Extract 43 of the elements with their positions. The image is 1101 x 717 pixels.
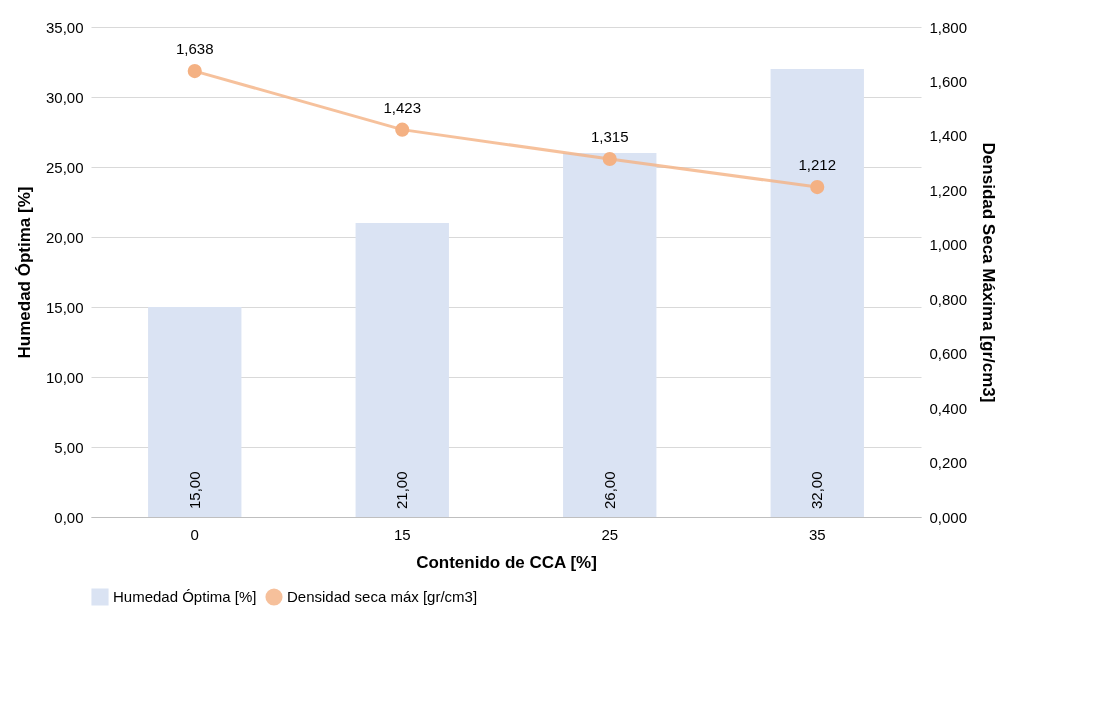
legend-label: Humedad Óptima [%] xyxy=(113,588,257,605)
y-tick-label: 0,00 xyxy=(54,508,84,526)
x-tick-label: 25 xyxy=(601,525,619,543)
data-label: 1,315 xyxy=(590,128,629,146)
y2-tick-label: 0,200 xyxy=(929,454,968,472)
y-tick-label: 10,00 xyxy=(45,368,84,386)
data-label: 1,638 xyxy=(175,40,214,58)
data-label: 32,00 xyxy=(808,471,826,509)
y2-tick-label: 1,800 xyxy=(929,18,968,36)
x-tick-label: 15 xyxy=(393,525,411,543)
y2-tick-label: 1,200 xyxy=(929,181,968,199)
bar xyxy=(563,153,657,517)
data-label: 1,423 xyxy=(383,98,422,116)
y-tick-label: 15,00 xyxy=(45,298,84,316)
y-tick-label: 35,00 xyxy=(45,18,84,36)
point xyxy=(395,122,410,137)
data-label: 21,00 xyxy=(393,471,411,509)
y-tick-label: 30,00 xyxy=(45,88,84,106)
y2-tick-label: 0,600 xyxy=(929,345,968,363)
y2-tick-label: 1,400 xyxy=(929,127,968,145)
x-axis-title: Contenido de CCA [%] xyxy=(416,552,597,572)
y2-tick-label: 1,000 xyxy=(929,236,968,254)
bar xyxy=(355,223,449,517)
point xyxy=(602,151,617,167)
data-label: 1,212 xyxy=(798,156,837,174)
y2-tick-label: 0,800 xyxy=(929,290,968,308)
y2-axis-title: Densidad Seca Máxima [gr/cm3] xyxy=(979,142,999,403)
y-tick-label: 5,00 xyxy=(54,438,84,456)
y2-tick-label: 0,000 xyxy=(929,508,968,526)
y2-tick-label: 0,400 xyxy=(929,399,968,417)
x-tick-label: 35 xyxy=(808,525,826,543)
y-tick-label: 20,00 xyxy=(45,228,84,246)
y2-tick-label: 1,600 xyxy=(929,72,968,90)
bar xyxy=(148,307,242,517)
y-axis-title: Humedad Óptima [%] xyxy=(14,186,34,359)
x-tick-label: 0 xyxy=(190,525,199,543)
legend-label: Densidad seca máx [gr/cm3] xyxy=(287,588,478,605)
data-label: 26,00 xyxy=(600,471,618,509)
data-label: 15,00 xyxy=(185,471,203,509)
point xyxy=(187,64,202,79)
y-tick-label: 25,00 xyxy=(45,158,84,176)
bar xyxy=(770,69,864,517)
point xyxy=(810,180,825,195)
